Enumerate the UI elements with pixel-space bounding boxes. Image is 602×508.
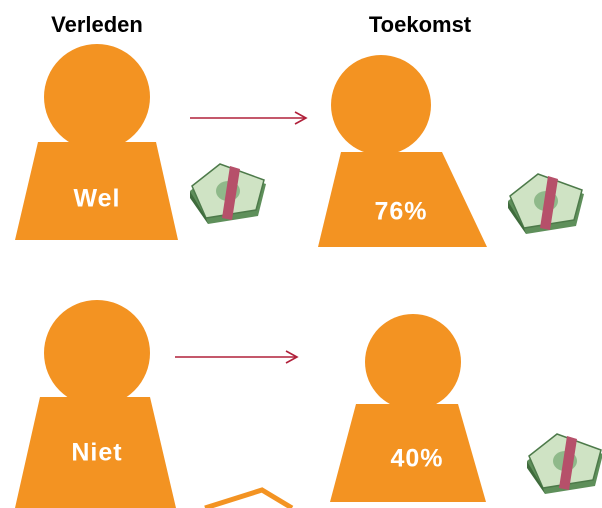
money-icon [507,173,585,235]
partial-shape [204,487,294,508]
person-label: 40% [390,445,443,473]
person-label: Wel [74,185,121,213]
money-icon [526,433,602,495]
header-past: Verleden [51,12,143,37]
header-future: Toekomst [369,12,472,37]
person [330,314,486,502]
person-label: 76% [374,198,427,226]
person [318,55,487,247]
money-icon [189,163,267,225]
person [15,300,176,508]
person [15,44,178,240]
person-label: Niet [71,439,122,467]
